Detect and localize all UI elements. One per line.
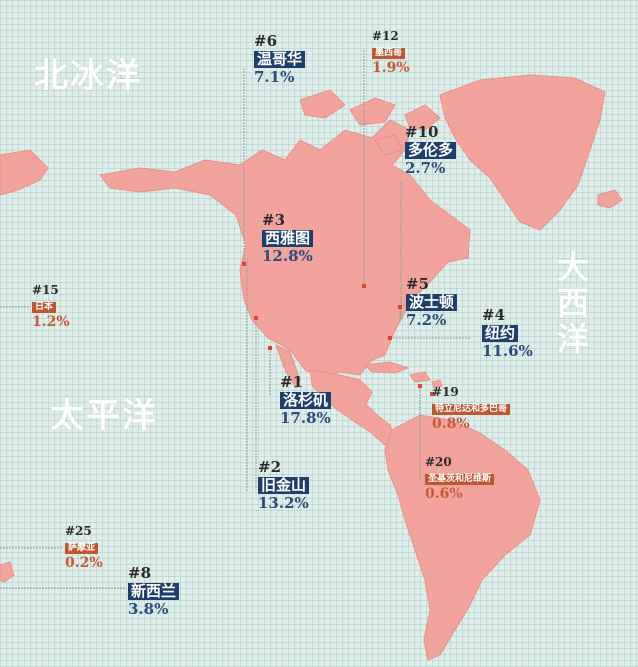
percentage-text: 7.1% xyxy=(254,68,295,86)
city-label-japan: #15 日本 1.2% xyxy=(32,284,70,329)
rank-text: #12 xyxy=(372,29,399,43)
rank-text: #19 xyxy=(432,385,459,399)
rank-text: #15 xyxy=(32,283,59,297)
city-name-tag: 旧金山 xyxy=(258,477,310,494)
percentage-text: 7.2% xyxy=(406,311,447,329)
percentage-text: 0.8% xyxy=(432,416,470,432)
city-label-vancouver: #6 温哥华 7.1% xyxy=(254,32,306,86)
percentage-text: 17.8% xyxy=(280,409,331,427)
cuba-land xyxy=(363,361,410,374)
percentage-text: 12.8% xyxy=(262,247,313,265)
city-name-tag: 新西兰 xyxy=(128,583,180,600)
percentage-text: 1.2% xyxy=(32,314,70,330)
rank-text: #20 xyxy=(425,455,452,469)
city-name-tag: 西雅图 xyxy=(262,230,314,247)
new-zealand-land xyxy=(0,561,15,583)
rank-text: #4 xyxy=(482,306,506,324)
city-label-saint-kitts: #20 圣基茨和尼维斯 0.6% xyxy=(425,455,495,502)
percentage-text: 3.8% xyxy=(128,600,169,618)
percentage-text: 2.7% xyxy=(405,159,446,177)
rank-text: #1 xyxy=(280,373,304,391)
south-america-land xyxy=(384,414,541,661)
city-name-tag: 日本 xyxy=(32,302,57,313)
city-name-tag: 波士顿 xyxy=(406,294,458,311)
city-label-samoa: #25 萨摩亚 0.2% xyxy=(65,525,103,570)
rank-text: #3 xyxy=(262,211,286,229)
landmass xyxy=(0,74,623,661)
ocean-label-arctic: 北冰洋 xyxy=(34,56,142,96)
rank-text: #8 xyxy=(128,564,152,582)
city-label-boston: #5 波士顿 7.2% xyxy=(406,275,458,329)
city-label-los-angeles: #1 洛杉矶 17.8% xyxy=(280,373,332,427)
city-label-toronto: #10 多伦多 2.7% xyxy=(405,123,457,177)
russia-tip-land xyxy=(0,149,49,196)
city-name-tag: 特立尼达和多巴哥 xyxy=(432,404,511,415)
city-name-tag: 纽约 xyxy=(482,325,519,342)
rank-text: #5 xyxy=(406,275,430,293)
city-name-tag: 洛杉矶 xyxy=(280,392,332,409)
city-label-trinidad: #19 特立尼达和多巴哥 0.8% xyxy=(432,385,511,432)
arctic-islands-land xyxy=(299,89,346,119)
city-label-seattle: #3 西雅图 12.8% xyxy=(262,211,314,265)
greenland-land xyxy=(439,74,606,231)
leader-lines xyxy=(0,50,470,589)
ocean-label-pacific: 太平洋 xyxy=(50,396,158,436)
city-name-tag: 墨西哥 xyxy=(372,48,406,59)
iceland-land xyxy=(597,189,623,209)
ocean-label-atlantic: 大西洋 xyxy=(552,250,590,358)
city-name-tag: 多伦多 xyxy=(405,142,457,159)
rank-text: #2 xyxy=(258,458,282,476)
city-name-tag: 温哥华 xyxy=(254,51,306,68)
city-label-mexico-city: #12 墨西哥 1.9% xyxy=(372,30,410,75)
city-label-san-francisco: #2 旧金山 13.2% xyxy=(258,458,310,512)
city-label-new-zealand: #8 新西兰 3.8% xyxy=(128,564,180,618)
rank-text: #10 xyxy=(405,123,439,141)
percentage-text: 11.6% xyxy=(482,342,533,360)
rank-text: #25 xyxy=(65,524,92,538)
percentage-text: 0.2% xyxy=(65,555,103,571)
percentage-text: 0.6% xyxy=(425,486,463,502)
city-markers xyxy=(242,262,434,396)
city-name-tag: 圣基茨和尼维斯 xyxy=(425,474,495,485)
rank-text: #6 xyxy=(254,32,278,50)
city-label-new-york: #4 纽约 11.6% xyxy=(482,308,533,359)
city-name-tag: 萨摩亚 xyxy=(65,543,99,554)
north-america-land xyxy=(99,119,471,379)
percentage-text: 13.2% xyxy=(258,494,309,512)
baja-land xyxy=(275,343,301,390)
percentage-text: 1.9% xyxy=(372,60,410,76)
